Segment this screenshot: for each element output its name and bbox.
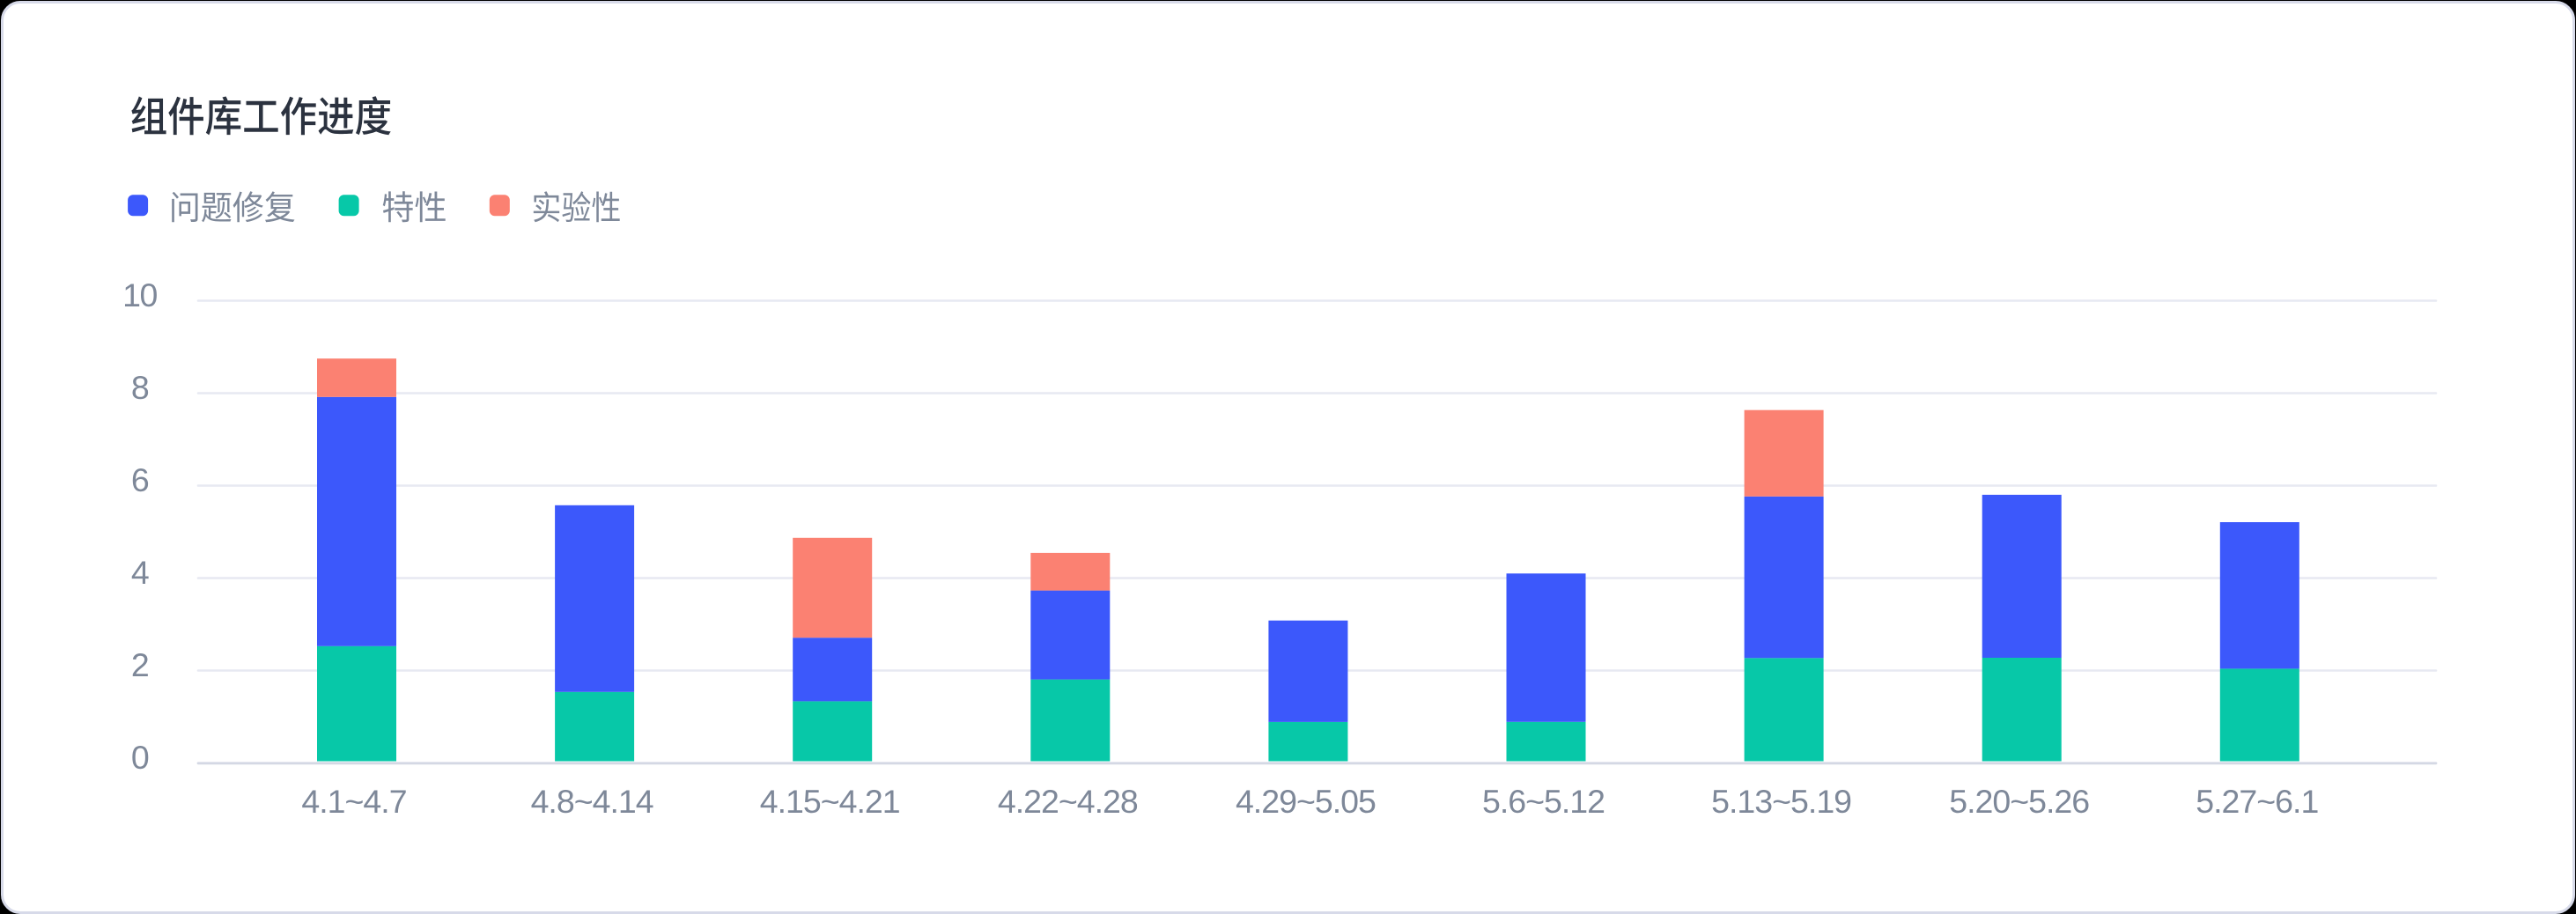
svg-text:5.27~6.1: 5.27~6.1: [2196, 783, 2318, 820]
svg-text:10: 10: [122, 276, 157, 313]
svg-text:4.8~4.14: 4.8~4.14: [531, 783, 653, 820]
svg-text:6: 6: [131, 461, 149, 498]
svg-text:8: 8: [131, 369, 149, 406]
svg-text:4.15~4.21: 4.15~4.21: [760, 783, 900, 820]
svg-text:4.22~4.28: 4.22~4.28: [998, 783, 1138, 820]
svg-text:5.20~5.26: 5.20~5.26: [1949, 783, 2089, 820]
svg-text:4.1~4.7: 4.1~4.7: [301, 783, 406, 820]
svg-text:4: 4: [131, 554, 149, 591]
svg-text:2: 2: [131, 646, 148, 683]
svg-text:0: 0: [131, 739, 149, 776]
svg-text:4.29~5.05: 4.29~5.05: [1236, 783, 1376, 820]
svg-text:5.13~5.19: 5.13~5.19: [1711, 783, 1851, 820]
svg-text:5.6~5.12: 5.6~5.12: [1482, 783, 1605, 820]
